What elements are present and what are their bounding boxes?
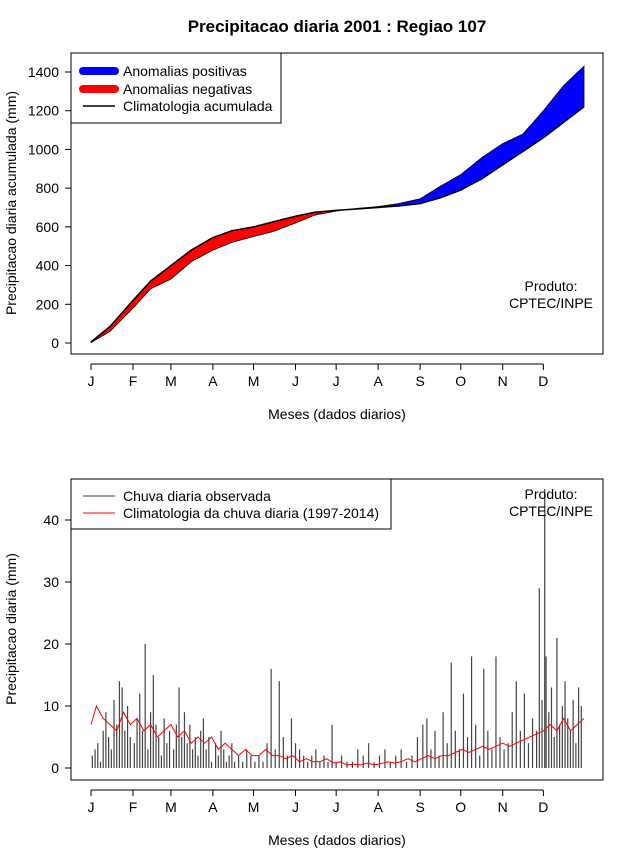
y-tick-label: 200: [36, 296, 60, 312]
x-tick-label-A: A: [208, 799, 218, 815]
top-annotation-line1: Produto:: [525, 278, 578, 294]
y-tick-label: 40: [43, 512, 59, 528]
y-tick-label: 1000: [28, 141, 59, 157]
x-tick-label-D: D: [538, 799, 548, 815]
x-tick-label-J: J: [333, 373, 340, 389]
x-tick-label-S: S: [415, 799, 424, 815]
legend-label-observed: Chuva diaria observada: [123, 488, 271, 504]
bottom-annotation-line2: CPTEC/INPE: [509, 503, 593, 519]
climatology-accumulated-line: [90, 106, 585, 343]
x-tick-label-D: D: [538, 373, 548, 389]
y-tick-label: 10: [43, 698, 59, 714]
y-tick-label: 1400: [28, 64, 59, 80]
y-tick-label: 1200: [28, 103, 59, 119]
x-tick-label-N: N: [498, 799, 508, 815]
legend-label-positive: Anomalias positivas: [123, 63, 247, 79]
y-tick-label: 20: [43, 636, 59, 652]
y-tick-label: 600: [36, 219, 60, 235]
accumulated-precipitation-chart: 0 200 400 600 800 1000 1200 1400 J F M A M J J A S O N D P…: [3, 52, 604, 422]
x-tick-label-J: J: [88, 373, 95, 389]
x-tick-label-A: A: [373, 373, 383, 389]
legend-label-climatology: Climatologia acumulada: [123, 98, 273, 114]
x-tick-label-F: F: [129, 373, 138, 389]
legend-label-negative: Anomalias negativas: [123, 81, 252, 97]
x-tick-label-M: M: [165, 373, 177, 389]
y-tick-label: 0: [51, 760, 59, 776]
y-tick-label: 400: [36, 258, 60, 274]
bottom-y-axis-label: Precipitacao diaria (mm): [3, 553, 19, 705]
x-tick-label-J: J: [88, 799, 95, 815]
x-tick-label-O: O: [455, 799, 466, 815]
x-tick-label-M: M: [248, 799, 260, 815]
x-tick-label-N: N: [498, 373, 508, 389]
y-tick-label: 30: [43, 574, 59, 590]
bottom-annotation-line1: Produto:: [525, 486, 578, 502]
legend-label-daily-climatology: Climatologia da chuva diaria (1997-2014): [123, 505, 379, 521]
x-tick-label-O: O: [455, 373, 466, 389]
x-tick-label-A: A: [373, 799, 383, 815]
daily-precipitation-chart: 0 10 20 30 40 J F M A M J J A S O N D Precipitacao diar…: [3, 478, 604, 848]
x-tick-label-J: J: [292, 373, 299, 389]
x-tick-label-J: J: [292, 799, 299, 815]
bottom-legend: Chuva diaria observada Climatologia da c…: [70, 478, 392, 530]
top-legend: Anomalias positivas Anomalias negativas …: [70, 52, 282, 124]
bottom-x-axis-label: Meses (dados diarios): [268, 832, 406, 848]
daily-bars: [91, 489, 582, 768]
figure-title: Precipitacao diaria 2001 : Regiao 107: [188, 17, 487, 36]
top-y-axis-label: Precipitacao diaria acumulada (mm): [3, 91, 19, 315]
daily-climatology-line: [90, 704, 585, 766]
y-tick-label: 0: [51, 335, 59, 351]
top-y-axis: 0 200 400 600 800 1000 1200 1400: [28, 64, 72, 351]
bottom-y-axis: 0 10 20 30 40: [43, 489, 72, 776]
top-lines: [90, 106, 585, 343]
x-tick-label-M: M: [248, 373, 260, 389]
x-tick-label-A: A: [208, 373, 218, 389]
y-tick-label: 800: [36, 180, 60, 196]
x-tick-label-J: J: [333, 799, 340, 815]
x-tick-label-M: M: [165, 799, 177, 815]
x-tick-label-F: F: [129, 799, 138, 815]
top-x-axis-label: Meses (dados diarios): [268, 406, 406, 422]
top-annotation-line2: CPTEC/INPE: [509, 295, 593, 311]
daily-climatology-polyline: [90, 704, 585, 766]
x-tick-label-S: S: [415, 373, 424, 389]
bottom-legend-box: [70, 478, 392, 530]
